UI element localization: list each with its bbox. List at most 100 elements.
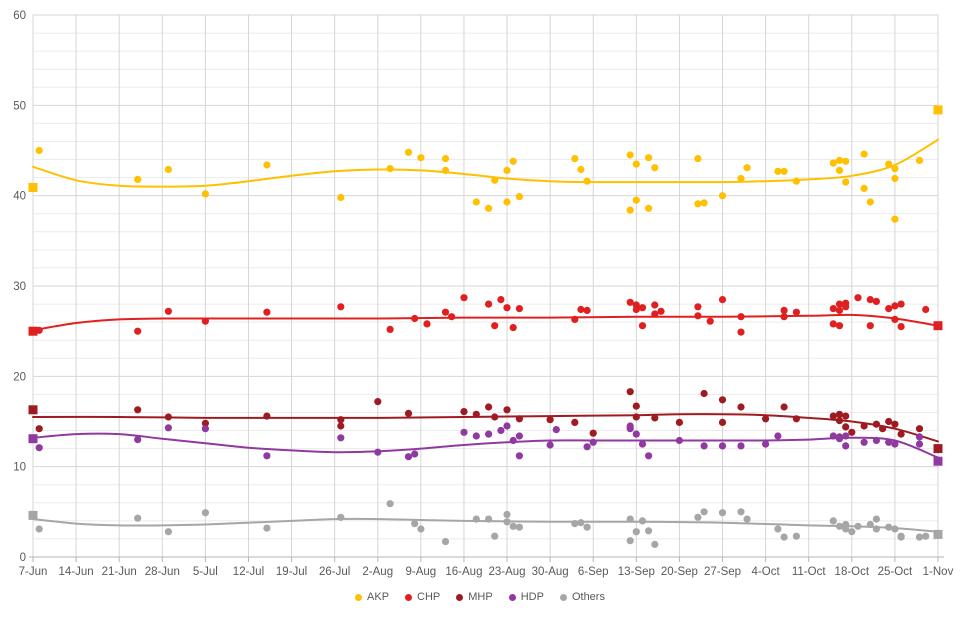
hdp-poll-point [842, 442, 850, 450]
major-gridlines [33, 14, 938, 468]
chp-poll-point [835, 306, 844, 314]
mhp-poll-point [651, 414, 659, 422]
chp-poll-point [866, 322, 874, 330]
legend-item-others: Others [559, 591, 605, 603]
akp-poll-point [164, 165, 172, 174]
series-mhp-points [28, 388, 943, 454]
mhp-poll-point [860, 422, 868, 430]
hdp-poll-point [485, 430, 493, 438]
chp-poll-point [651, 310, 659, 318]
others-poll-point [201, 509, 209, 517]
others-poll-point [626, 537, 634, 545]
x-tick-label: 19-Jul [276, 566, 307, 578]
mhp-poll-point [885, 417, 893, 426]
series-chp-trendline [32, 313, 939, 332]
others-poll-point [915, 533, 924, 541]
chp-poll-point [842, 303, 850, 311]
hdp-poll-point [374, 448, 382, 456]
chp-poll-point [780, 313, 788, 321]
others-poll-point [441, 538, 450, 546]
chp-poll-point [164, 307, 172, 315]
mhp-poll-point [491, 413, 499, 421]
akp-poll-point [694, 200, 702, 208]
legend-marker-hdp-icon [508, 593, 516, 601]
akp-poll-point [860, 150, 868, 158]
mhp-poll-point [762, 415, 770, 423]
mhp-poll-point [35, 425, 43, 433]
mhp-poll-point [589, 429, 597, 437]
chp-poll-point [922, 305, 930, 314]
series-mhp-trendline [32, 413, 939, 443]
chp-poll-point [694, 312, 702, 320]
hdp-poll-point [638, 440, 647, 448]
chp-poll-point [694, 303, 702, 311]
others-poll-point [515, 523, 524, 531]
legend-marker-mhp-icon [456, 593, 464, 601]
x-tick-label: 9-Aug [406, 566, 437, 578]
legend-item-hdp: HDP [508, 591, 544, 603]
y-tick-label: 10 [13, 462, 26, 474]
chp-poll-point [866, 296, 874, 304]
mhp-poll-point [134, 406, 142, 414]
others-poll-point [872, 515, 881, 523]
akp-poll-point [263, 161, 271, 169]
others-poll-point [718, 509, 727, 517]
chp-poll-point [441, 308, 450, 316]
chp-poll-point [835, 322, 844, 330]
legend-item-chp: CHP [405, 591, 440, 603]
others-poll-point [386, 500, 394, 508]
others-poll-point [571, 520, 579, 528]
others-poll-point [577, 519, 585, 527]
akp-poll-point [694, 155, 702, 163]
others-poll-point [854, 522, 862, 530]
akp-poll-point [737, 174, 745, 183]
akp-poll-point [891, 174, 899, 183]
hdp-poll-point [515, 452, 524, 460]
mhp-poll-point [201, 419, 209, 427]
akp-poll-point [885, 160, 893, 168]
x-tick-label: 21-Jun [102, 566, 137, 578]
others-poll-point [774, 525, 782, 533]
hdp-poll-point [737, 442, 745, 450]
chp-poll-point [201, 317, 209, 325]
akp-result-start-marker [28, 183, 38, 192]
x-tick-label: 30-Aug [532, 566, 569, 578]
akp-poll-point [860, 184, 868, 192]
chp-poll-point [638, 304, 647, 312]
mhp-poll-point [503, 406, 511, 414]
hdp-poll-point [829, 432, 837, 440]
others-poll-point [694, 513, 702, 521]
akp-poll-point [866, 198, 874, 206]
akp-poll-point [891, 215, 899, 223]
hdp-poll-point [411, 450, 419, 458]
mhp-poll-point [897, 430, 905, 438]
hdp-poll-point [860, 438, 868, 446]
chp-poll-point [626, 298, 634, 306]
others-poll-point [35, 525, 43, 533]
x-tick-label: 7-Jun [19, 566, 48, 578]
chp-poll-point [891, 315, 899, 323]
akp-poll-point [509, 157, 517, 165]
chp-poll-point [792, 308, 801, 316]
chp-result-end-marker [933, 321, 943, 331]
mhp-poll-point [626, 388, 634, 396]
x-tick-label: 2-Aug [362, 566, 393, 578]
hdp-poll-point [700, 442, 708, 450]
hdp-poll-point [915, 440, 924, 448]
others-poll-point [737, 508, 745, 516]
akp-poll-point [441, 155, 450, 163]
series-akp-points [28, 105, 943, 223]
akp-poll-point [134, 175, 142, 183]
chp-poll-point [503, 304, 511, 312]
akp-poll-point [915, 156, 924, 164]
legend-marker-chp-icon [405, 593, 413, 601]
others-poll-point [651, 540, 659, 549]
chp-poll-point [571, 315, 579, 323]
x-tick-label: 28-Jun [145, 566, 180, 578]
chp-poll-point [485, 300, 493, 308]
mhp-poll-point [737, 403, 745, 411]
akp-poll-point [645, 204, 653, 212]
others-poll-point [743, 515, 751, 523]
akp-poll-point [515, 193, 524, 201]
chp-poll-point [460, 294, 468, 302]
